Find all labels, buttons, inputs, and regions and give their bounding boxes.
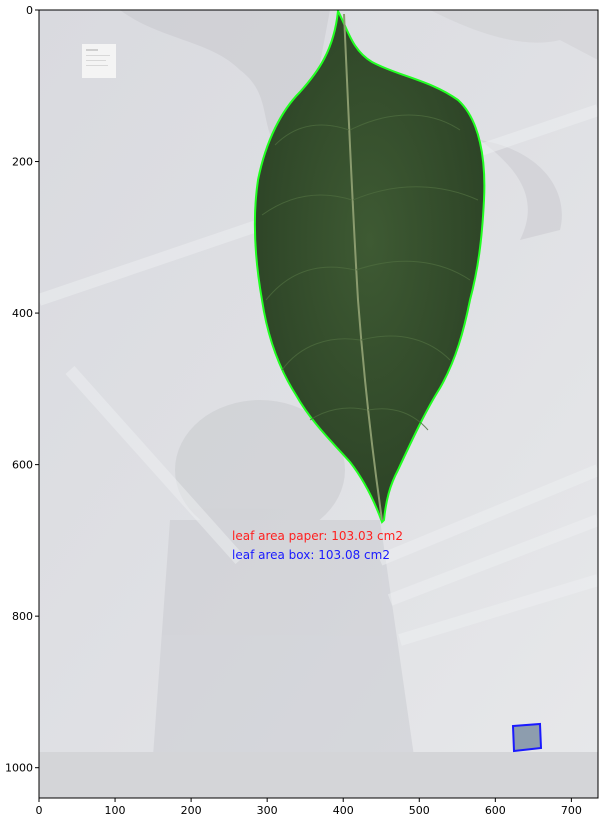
y-tick-label: 200 bbox=[12, 156, 33, 169]
x-tick-label: 100 bbox=[105, 804, 126, 817]
leaf bbox=[253, 10, 486, 524]
floor-strip bbox=[39, 752, 598, 798]
x-tick-label: 300 bbox=[257, 804, 278, 817]
leaf-area-paper-label: leaf area paper: 103.03 cm2 bbox=[232, 529, 403, 543]
x-tick-label: 400 bbox=[333, 804, 354, 817]
leaf-area-box-label: leaf area box: 103.08 cm2 bbox=[232, 548, 390, 562]
reference-paper bbox=[82, 44, 116, 78]
y-axis-ticks: 0 200 400 600 800 1000 bbox=[5, 4, 39, 775]
y-tick-label: 600 bbox=[12, 459, 33, 472]
axes-frame bbox=[38, 9, 599, 799]
photo: leaf area paper: 103.03 cm2 leaf area bo… bbox=[39, 10, 598, 798]
y-tick-label: 800 bbox=[12, 610, 33, 623]
background-shadows bbox=[120, 10, 598, 798]
y-tick-label: 0 bbox=[26, 4, 33, 17]
y-tick-label: 1000 bbox=[5, 762, 33, 775]
reference-box bbox=[511, 722, 543, 753]
y-tick-label: 400 bbox=[12, 307, 33, 320]
x-tick-label: 0 bbox=[36, 804, 43, 817]
x-tick-label: 200 bbox=[181, 804, 202, 817]
x-tick-label: 700 bbox=[561, 804, 582, 817]
x-tick-label: 600 bbox=[485, 804, 506, 817]
x-axis-ticks: 0 100 200 300 400 500 600 700 bbox=[36, 798, 582, 817]
x-tick-label: 500 bbox=[409, 804, 430, 817]
